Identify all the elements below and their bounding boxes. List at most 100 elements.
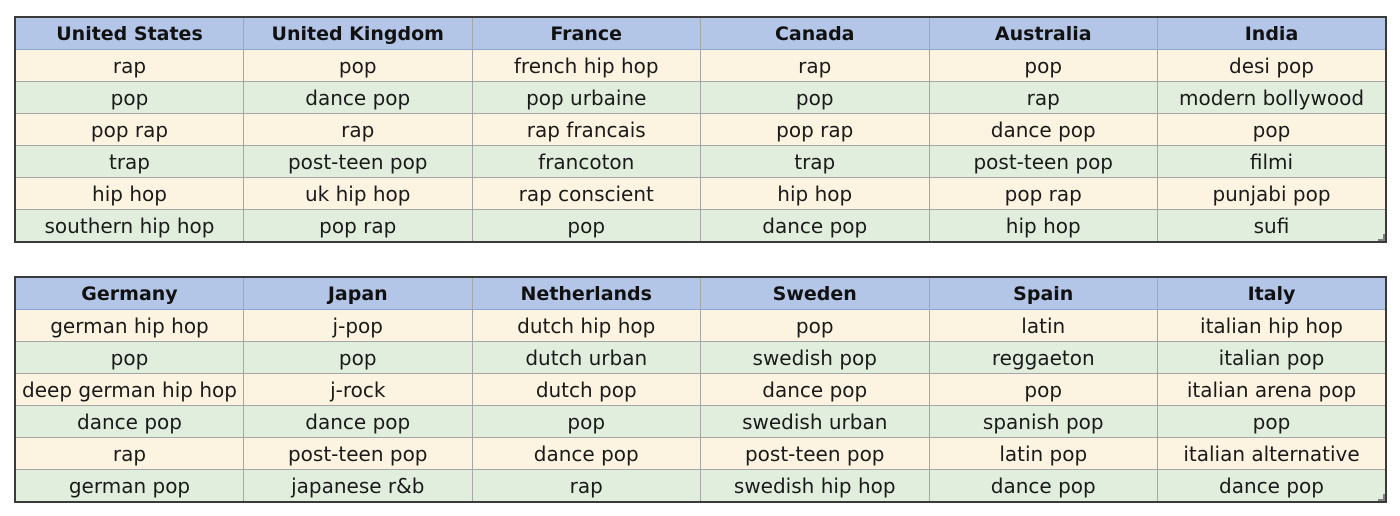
table-row: dance pop dance pop pop swedish urban sp… (14, 405, 1387, 438)
table-cell: rap francais (471, 113, 701, 146)
header-cell: Sweden (700, 276, 930, 310)
table-cell: dance pop (1157, 469, 1387, 503)
table-cell: pop rap (243, 209, 473, 243)
header-cell: United Kingdom (243, 16, 473, 50)
table-cell: pop (928, 373, 1158, 406)
table-cell: trap (14, 145, 244, 178)
table-cell: rap (14, 437, 244, 470)
table-cell: uk hip hop (243, 177, 473, 210)
table-cell: reggaeton (928, 341, 1158, 374)
table-cell: desi pop (1157, 49, 1387, 82)
table-cell: punjabi pop (1157, 177, 1387, 210)
table-cell: pop (14, 81, 244, 114)
header-cell: United States (14, 16, 244, 50)
table-cell: post-teen pop (928, 145, 1158, 178)
table-cell: hip hop (928, 209, 1158, 243)
table-cell: dance pop (928, 469, 1158, 503)
table-cell: rap (14, 49, 244, 82)
table-cell: dance pop (471, 437, 701, 470)
table-cell: post-teen pop (243, 437, 473, 470)
table-cell: pop rap (14, 113, 244, 146)
header-cell: Japan (243, 276, 473, 310)
table-cell: francoton (471, 145, 701, 178)
table-row: pop rap rap rap francais pop rap dance p… (14, 113, 1387, 146)
table-cell: pop (700, 309, 930, 342)
header-cell: Spain (928, 276, 1158, 310)
table-cell: rap (471, 469, 701, 503)
table-cell: pop (471, 405, 701, 438)
header-cell: France (471, 16, 701, 50)
table-cell: italian arena pop (1157, 373, 1387, 406)
table-cell: hip hop (14, 177, 244, 210)
resize-grip-icon[interactable] (1378, 234, 1385, 241)
table-cell: spanish pop (928, 405, 1158, 438)
table-cell: dutch urban (471, 341, 701, 374)
table-cell: pop (243, 49, 473, 82)
table-cell: southern hip hop (14, 209, 244, 243)
table-cell: italian pop (1157, 341, 1387, 374)
table-cell: pop rap (928, 177, 1158, 210)
table-cell: dance pop (243, 81, 473, 114)
table-cell: italian alternative (1157, 437, 1387, 470)
table-cell: pop rap (700, 113, 930, 146)
header-cell: Netherlands (471, 276, 701, 310)
table-cell: pop (1157, 405, 1387, 438)
header-row: Germany Japan Netherlands Sweden Spain I… (14, 276, 1387, 310)
table-cell: rap (243, 113, 473, 146)
table-cell: rap (928, 81, 1158, 114)
table-cell: pop urbaine (471, 81, 701, 114)
table-cell: j-pop (243, 309, 473, 342)
table-cell: dutch pop (471, 373, 701, 406)
table-cell: french hip hop (471, 49, 701, 82)
table-cell: rap conscient (471, 177, 701, 210)
header-cell: Germany (14, 276, 244, 310)
table-cell: dance pop (14, 405, 244, 438)
table-cell: japanese r&b (243, 469, 473, 503)
table-row: pop pop dutch urban swedish pop reggaeto… (14, 341, 1387, 374)
table-cell: hip hop (700, 177, 930, 210)
header-cell: India (1157, 16, 1387, 50)
table-cell: german pop (14, 469, 244, 503)
table-row: german hip hop j-pop dutch hip hop pop l… (14, 309, 1387, 342)
table-cell: filmi (1157, 145, 1387, 178)
table-row: trap post-teen pop francoton trap post-t… (14, 145, 1387, 178)
table-cell: dutch hip hop (471, 309, 701, 342)
table-cell: pop (14, 341, 244, 374)
table-row: hip hop uk hip hop rap conscient hip hop… (14, 177, 1387, 210)
table-cell: pop (471, 209, 701, 243)
table-cell: german hip hop (14, 309, 244, 342)
table-cell: dance pop (700, 373, 930, 406)
header-cell: Canada (700, 16, 930, 50)
table-row: pop dance pop pop urbaine pop rap modern… (14, 81, 1387, 114)
table-cell: sufi (1157, 209, 1387, 243)
genre-table-bottom: Germany Japan Netherlands Sweden Spain I… (14, 276, 1387, 503)
table-cell: pop (1157, 113, 1387, 146)
table-cell: dance pop (928, 113, 1158, 146)
table-cell: rap (700, 49, 930, 82)
table-cell: post-teen pop (700, 437, 930, 470)
table-cell: italian hip hop (1157, 309, 1387, 342)
genre-table-top: United States United Kingdom France Cana… (14, 16, 1387, 243)
header-cell: Italy (1157, 276, 1387, 310)
table-cell: post-teen pop (243, 145, 473, 178)
table-cell: deep german hip hop (14, 373, 244, 406)
table-row: german pop japanese r&b rap swedish hip … (14, 469, 1387, 503)
table-cell: j-rock (243, 373, 473, 406)
table-row: rap pop french hip hop rap pop desi pop (14, 49, 1387, 82)
table-cell: swedish urban (700, 405, 930, 438)
table-cell: latin (928, 309, 1158, 342)
table-row: rap post-teen pop dance pop post-teen po… (14, 437, 1387, 470)
table-cell: dance pop (243, 405, 473, 438)
table-cell: trap (700, 145, 930, 178)
table-cell: swedish hip hop (700, 469, 930, 503)
table-cell: modern bollywood (1157, 81, 1387, 114)
table-cell: dance pop (700, 209, 930, 243)
resize-grip-icon[interactable] (1378, 494, 1385, 501)
table-row: southern hip hop pop rap pop dance pop h… (14, 209, 1387, 243)
table-cell: latin pop (928, 437, 1158, 470)
table-cell: pop (700, 81, 930, 114)
table-cell: pop (243, 341, 473, 374)
table-cell: pop (928, 49, 1158, 82)
table-cell: swedish pop (700, 341, 930, 374)
header-cell: Australia (928, 16, 1158, 50)
